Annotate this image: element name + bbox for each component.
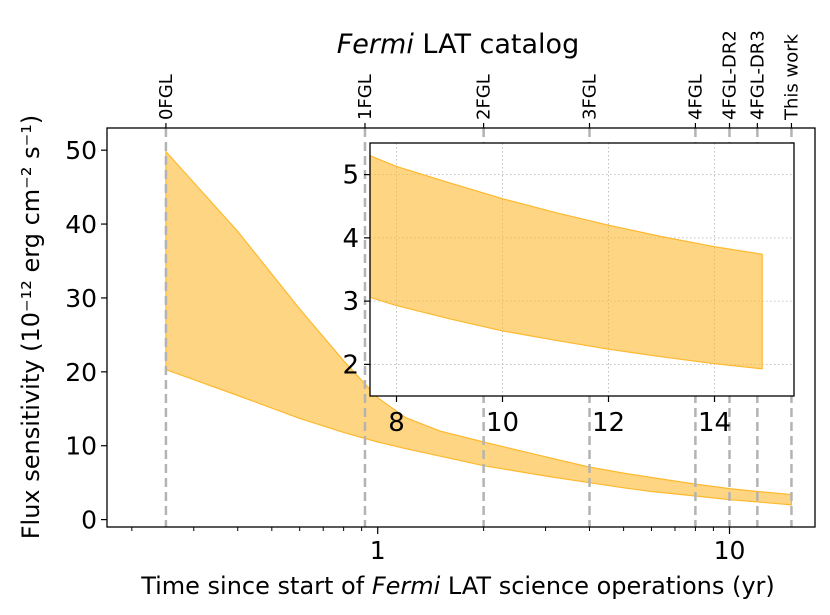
inset-frame [369, 142, 795, 397]
inset-y-tick-label-3: 3 [342, 287, 359, 317]
catalog-label-7: This work [781, 33, 802, 121]
inset-plot: 8 10 12 14 2 3 4 5 [342, 142, 795, 438]
inset-sensitivity-band [369, 154, 763, 370]
main-plot-frame [106, 127, 816, 528]
catalog-label-0: 0FGL [156, 74, 177, 120]
inset-x-tick-label-12: 12 [592, 408, 625, 438]
top-axis-title: Fermi LAT catalog [337, 29, 579, 60]
catalog-label-2: 2FGL [474, 74, 495, 120]
inset-x-tick-label-8: 8 [388, 408, 405, 438]
catalog-label-1: 1FGL [355, 74, 376, 120]
x-tick-label-0: 1 [370, 536, 386, 565]
y-tick-label-50: 50 [65, 136, 97, 165]
x-axis-label: Time since start of Fermi LAT science op… [140, 572, 775, 600]
y-axis-label: Flux sensitivity (10⁻¹² erg cm⁻² s⁻¹) [17, 115, 45, 540]
inset-y-tick-label-2: 2 [342, 350, 359, 380]
y-tick-label-20: 20 [65, 358, 97, 387]
top-axis-title-italic: Fermi [337, 29, 415, 60]
inset-y-tick-label-4: 4 [342, 224, 359, 254]
y-tick-label-40: 40 [65, 210, 97, 239]
catalog-label-4: 4FGL [685, 74, 706, 120]
sensitivity-band [165, 150, 792, 506]
inset-y-tick-label-5: 5 [342, 161, 359, 191]
x-axis-label-post: LAT science operations (yr) [440, 572, 775, 600]
y-tick-label-30: 30 [65, 284, 97, 313]
catalog-label-6: 4FGL-DR3 [747, 30, 768, 120]
catalog-label-3: 3FGL [580, 74, 601, 120]
x-axis-label-pre: Time since start of [140, 572, 372, 600]
y-tick-label-10: 10 [65, 432, 97, 461]
y-tick-label-0: 0 [81, 506, 97, 535]
top-axis-title-rest: LAT catalog [414, 29, 579, 60]
catalog-label-5: 4FGL-DR2 [720, 30, 741, 120]
x-tick-label-1: 10 [714, 536, 746, 565]
inset-x-tick-label-10: 10 [486, 408, 519, 438]
x-axis-label-italic: Fermi [372, 572, 441, 600]
inset-x-tick-label-14: 14 [698, 408, 731, 438]
